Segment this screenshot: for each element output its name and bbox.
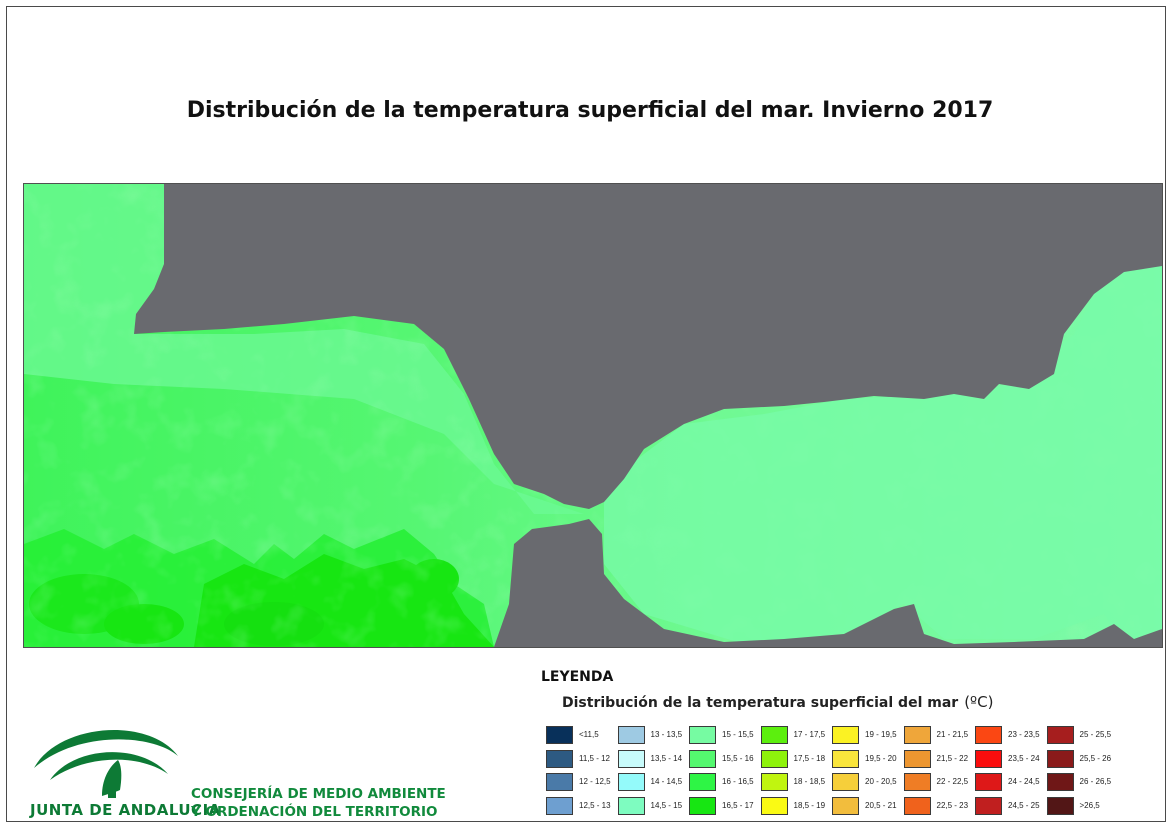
legend-swatch — [975, 726, 1002, 744]
legend-label: 11,5 - 12 — [579, 753, 610, 763]
legend-swatch — [832, 726, 859, 744]
legend-label: 20,5 - 21 — [865, 800, 897, 810]
legend-label: 12 - 12,5 — [579, 777, 611, 786]
legend-label: 14,5 - 15 — [650, 800, 683, 810]
logo-caption: JUNTA DE ANDALUCIA — [30, 801, 221, 819]
legend-label: 19 - 19,5 — [865, 730, 897, 739]
legend-label: 21 - 21,5 — [936, 730, 969, 739]
legend-swatch — [1046, 749, 1074, 768]
legend-label: 25 - 25,5 — [1079, 730, 1112, 739]
legend-label: 18,5 - 19 — [793, 800, 826, 810]
legend-label: 24 - 24,5 — [1008, 777, 1040, 786]
legend-swatch — [617, 773, 645, 791]
legend-subtitle-text: Distribución de la temperatura superfici… — [562, 695, 959, 711]
legend-swatch — [617, 796, 645, 815]
legend-label: 23 - 23,5 — [1008, 730, 1040, 739]
legend-label: 17,5 - 18 — [793, 753, 826, 763]
legend-label: 20 - 20,5 — [865, 777, 897, 786]
legend-label: 16 - 16,5 — [722, 777, 754, 786]
legend-label: 17 - 17,5 — [793, 730, 826, 739]
legend-swatch — [546, 773, 573, 791]
legend-label: 19,5 - 20 — [865, 753, 897, 763]
legend-swatch — [832, 749, 859, 768]
legend-swatch — [832, 796, 859, 815]
legend-label: 15,5 - 16 — [722, 753, 754, 763]
agency-line-2: Y ORDENACIÓN DEL TERRITORIO — [191, 804, 438, 820]
legend-swatch — [1046, 773, 1074, 791]
legend-label: <11,5 — [579, 730, 599, 739]
legend-label: 13 - 13,5 — [650, 730, 683, 739]
legend-swatch — [617, 749, 645, 768]
land-north-africa — [494, 519, 1162, 647]
legend-label: 15 - 15,5 — [722, 730, 754, 739]
junta-de-andalucia-logo-icon — [34, 730, 178, 798]
legend-swatch — [689, 773, 716, 791]
legend-swatch — [975, 796, 1002, 815]
legend-label: 24,5 - 25 — [1008, 800, 1040, 810]
map-area — [23, 183, 1163, 648]
sea-temperature-map — [24, 184, 1162, 647]
legend-swatch — [903, 726, 931, 744]
legend-swatch — [689, 749, 716, 768]
legend-swatch — [689, 726, 716, 744]
legend-label: 23,5 - 24 — [1008, 753, 1040, 763]
legend-label: 21,5 - 22 — [936, 753, 969, 763]
legend-label: 22,5 - 23 — [936, 800, 969, 810]
legend-swatch — [903, 749, 931, 768]
legend-label: 14 - 14,5 — [650, 777, 683, 786]
legend-swatch — [689, 796, 716, 815]
legend-label: 25,5 - 26 — [1079, 753, 1112, 763]
legend-unit: (ºC) — [964, 693, 994, 711]
legend-heading: LEYENDA — [541, 669, 614, 685]
legend-label: 26 - 26,5 — [1079, 777, 1112, 786]
legend-swatch — [760, 773, 788, 791]
legend-swatch — [1046, 726, 1074, 744]
legend-swatch — [546, 749, 573, 768]
land-iberian-peninsula — [134, 184, 1162, 509]
legend-label: 12,5 - 13 — [579, 800, 611, 810]
map-title: Distribución de la temperatura superfici… — [186, 98, 994, 123]
legend-label: 22 - 22,5 — [936, 777, 969, 786]
legend-swatch — [617, 726, 645, 744]
legend-swatch — [975, 773, 1002, 791]
legend-swatch — [1046, 796, 1074, 815]
legend-swatch — [832, 773, 859, 791]
alboran-cool-sea — [604, 264, 1162, 647]
legend-swatch — [760, 749, 788, 768]
agency-line-1: CONSEJERÍA DE MEDIO AMBIENTE — [191, 786, 446, 802]
agency-name: CONSEJERÍA DE MEDIO AMBIENTE Y ORDENACIÓ… — [191, 785, 446, 821]
legend-swatch — [760, 726, 788, 744]
legend-swatch — [903, 773, 931, 791]
legend-label: 18 - 18,5 — [793, 777, 826, 786]
legend-label: 13,5 - 14 — [650, 753, 683, 763]
legend-swatch — [546, 726, 573, 744]
legend-subtitle: Distribución de la temperatura superfici… — [562, 693, 993, 711]
legend-swatch — [760, 796, 788, 815]
legend-swatch — [975, 749, 1002, 768]
legend-label: >26,5 — [1079, 800, 1100, 810]
legend-swatch — [546, 796, 573, 815]
legend-swatch — [903, 796, 931, 815]
legend-label: 16,5 - 17 — [722, 800, 754, 810]
